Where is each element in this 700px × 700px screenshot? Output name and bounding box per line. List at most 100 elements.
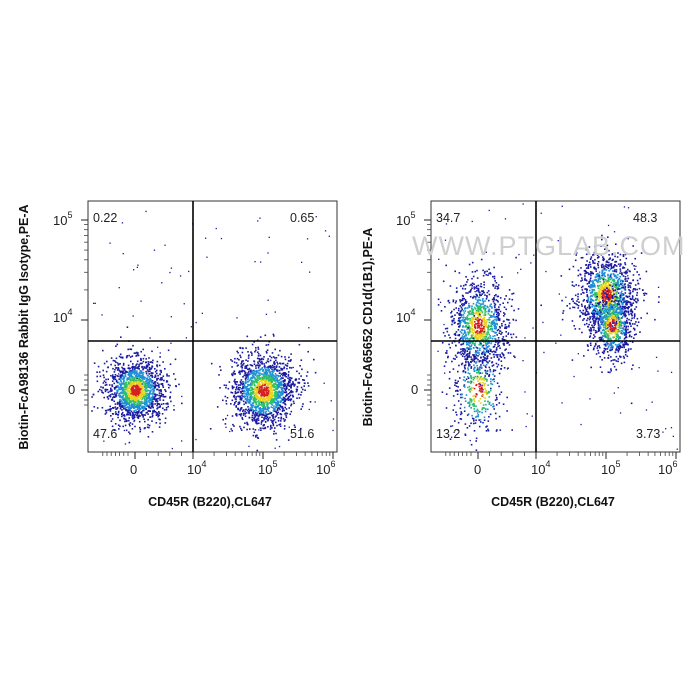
event-dot <box>247 368 250 371</box>
event-dot <box>269 402 272 404</box>
event-dot <box>267 378 269 380</box>
event-dot <box>289 379 292 382</box>
event-dot <box>259 377 262 379</box>
event-dot <box>613 265 615 268</box>
event-dot <box>246 335 249 338</box>
event-dot <box>244 410 246 413</box>
event-dot <box>268 394 271 397</box>
event-dot <box>489 353 491 355</box>
event-dot <box>154 383 156 385</box>
event-dot <box>243 374 246 377</box>
event-dot <box>456 312 458 314</box>
event-dot <box>482 421 484 424</box>
event-dot <box>233 370 236 373</box>
event-dot <box>216 406 219 408</box>
event-dot <box>284 375 286 377</box>
event-dot <box>240 397 242 399</box>
event-dot <box>489 273 492 275</box>
event-dot <box>278 386 280 388</box>
event-dot <box>170 267 172 269</box>
event-dot <box>115 361 117 363</box>
event-dot <box>451 323 453 326</box>
event-dot <box>133 411 135 413</box>
event-dot <box>328 235 330 237</box>
event-dot <box>475 405 477 407</box>
event-dot <box>465 334 467 337</box>
event-dot <box>460 336 463 339</box>
event-dot <box>156 394 158 396</box>
event-dot <box>505 308 507 311</box>
event-dot <box>281 407 283 409</box>
event-dot <box>106 360 108 363</box>
event-dot <box>106 389 109 391</box>
event-dot <box>496 288 499 290</box>
event-dot <box>484 365 487 368</box>
event-dot <box>253 373 255 375</box>
event-dot <box>155 369 158 372</box>
event-dot <box>484 342 487 344</box>
event-dot <box>486 319 488 321</box>
event-dot <box>472 316 475 319</box>
event-dot <box>628 289 630 291</box>
event-dot <box>597 320 600 323</box>
event-dot <box>281 362 284 365</box>
event-dot <box>130 370 132 372</box>
event-dot <box>475 416 477 418</box>
event-dot <box>245 388 248 390</box>
event-dot <box>260 389 262 392</box>
event-dot <box>251 352 253 355</box>
event-dot <box>285 391 288 393</box>
event-dot <box>273 389 276 391</box>
event-dot <box>620 301 623 304</box>
event-dot <box>265 416 268 418</box>
event-dot <box>157 415 159 418</box>
event-dot <box>242 410 244 412</box>
event-dot <box>279 395 281 398</box>
event-dot <box>480 360 482 362</box>
event-dot <box>122 367 124 370</box>
event-dot <box>474 270 476 273</box>
event-dot <box>148 405 150 408</box>
event-dot <box>148 393 150 395</box>
event-dot <box>135 364 137 366</box>
event-dot <box>621 317 623 319</box>
event-dot <box>157 374 159 377</box>
event-dot <box>160 403 163 406</box>
event-dot <box>488 321 491 324</box>
event-dot <box>252 372 255 374</box>
event-dot <box>493 380 496 383</box>
event-dot <box>508 319 510 321</box>
event-dot <box>273 430 275 433</box>
event-dot <box>259 369 261 372</box>
event-dot <box>482 290 484 292</box>
event-dot <box>128 385 131 388</box>
event-dot <box>249 400 251 402</box>
event-dot <box>475 362 477 364</box>
event-dot <box>236 350 238 353</box>
event-dot <box>124 373 127 375</box>
event-dot <box>475 303 478 306</box>
event-dot <box>256 381 258 383</box>
event-dot <box>250 371 253 374</box>
event-dot <box>242 376 244 378</box>
event-dot <box>160 371 162 374</box>
event-dot <box>132 315 134 317</box>
event-dot <box>281 369 284 371</box>
event-dot <box>167 405 169 408</box>
event-dot <box>137 381 140 384</box>
event-dot <box>101 391 103 393</box>
event-dot <box>464 283 467 286</box>
event-dot <box>114 423 117 425</box>
event-dot <box>144 414 147 416</box>
event-dot <box>464 326 466 328</box>
event-dot <box>490 357 493 359</box>
event-dot <box>148 357 150 359</box>
event-dot <box>264 379 266 381</box>
event-dot <box>262 378 264 381</box>
event-dot <box>125 383 128 386</box>
event-dot <box>140 300 142 302</box>
event-dot <box>493 378 495 380</box>
event-dot <box>489 370 492 373</box>
event-dot <box>484 387 486 390</box>
event-dot <box>502 302 504 304</box>
